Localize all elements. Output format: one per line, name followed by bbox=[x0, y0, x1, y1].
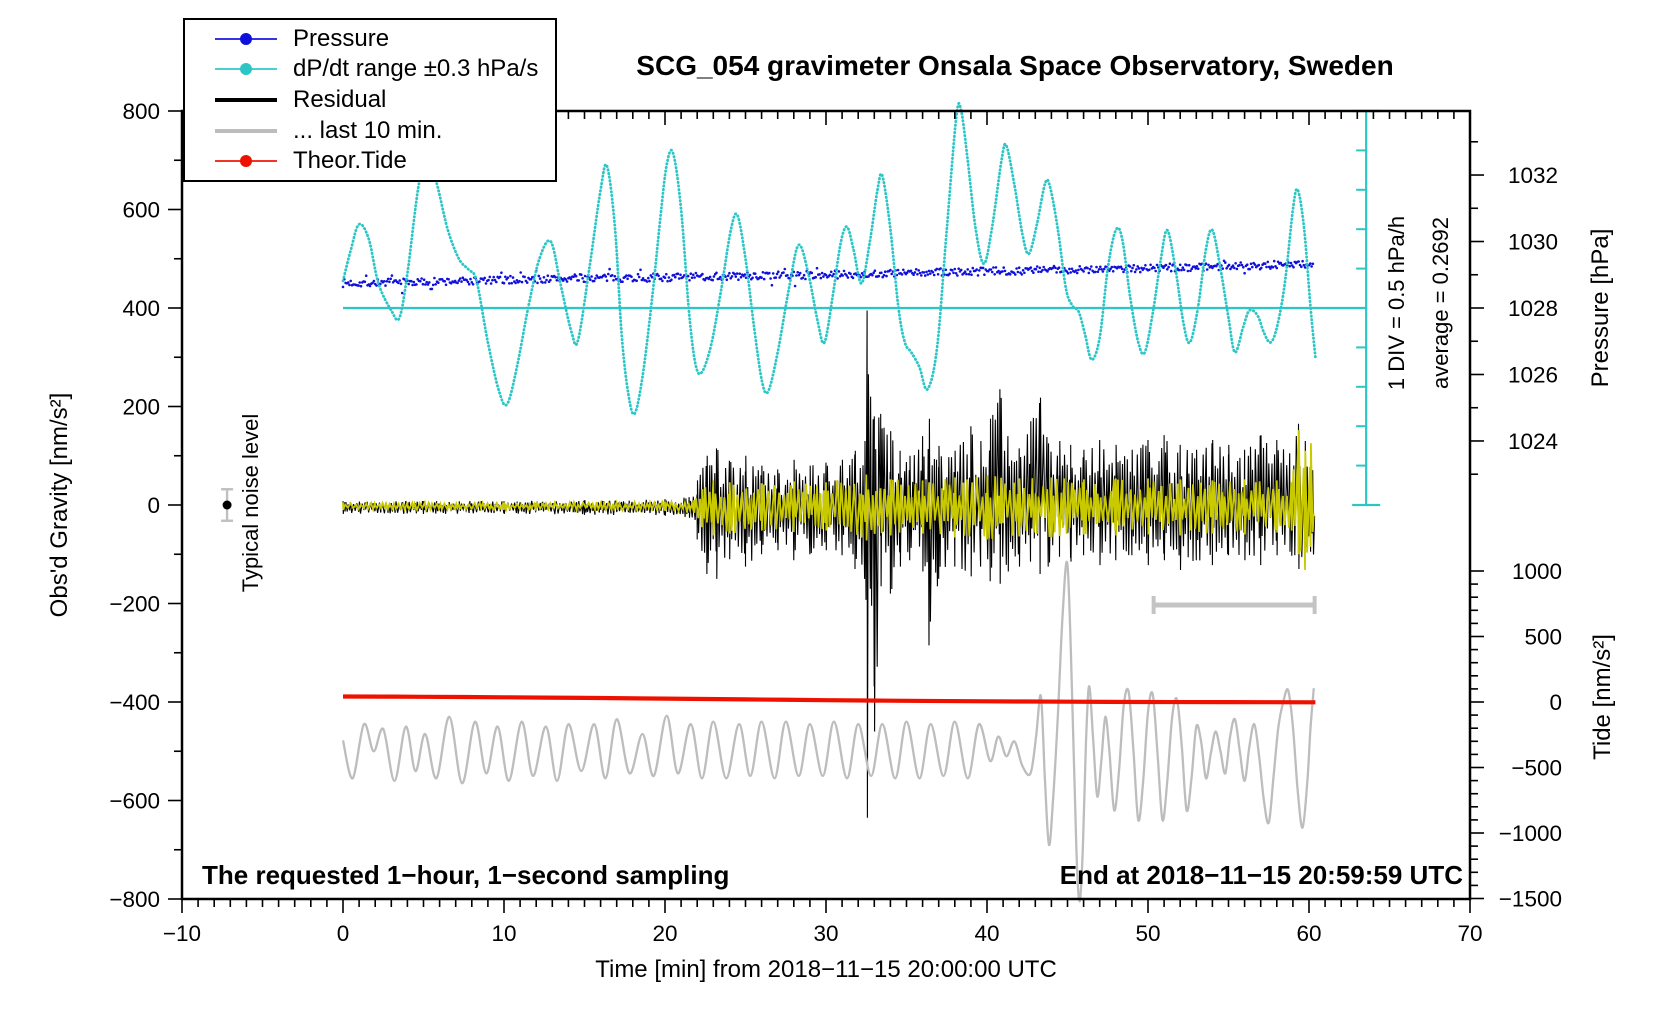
x-tick-label: 20 bbox=[652, 921, 677, 946]
legend-item-theortide: Theor.Tide bbox=[185, 147, 555, 175]
legend-label: Theor.Tide bbox=[293, 147, 407, 175]
series-last10 bbox=[341, 560, 1315, 903]
x-tick-label: −10 bbox=[163, 921, 201, 946]
chart-title: SCG_054 gravimeter Onsala Space Observat… bbox=[636, 50, 1394, 81]
legend-item-residual: Residual bbox=[185, 86, 555, 114]
legend-label: Residual bbox=[293, 85, 387, 113]
tide-tick-label: −500 bbox=[1511, 756, 1562, 781]
gravity-tick-label: 800 bbox=[122, 99, 160, 124]
series-residual-filtered bbox=[342, 430, 1315, 571]
legend-label: dP/dt range ±0.3 hPa/s bbox=[293, 55, 539, 83]
sampling-note: The requested 1−hour, 1−second sampling bbox=[202, 860, 730, 890]
pressure-tick-label: 1024 bbox=[1508, 429, 1558, 454]
gravity-tick-label: −800 bbox=[109, 887, 160, 912]
legend-item-dpdt: dP/dt range ±0.3 hPa/s bbox=[185, 55, 555, 83]
tide-tick-label: −1000 bbox=[1499, 821, 1562, 846]
legend-label: ... last 10 min. bbox=[293, 116, 443, 144]
residual-line-sample bbox=[215, 97, 277, 102]
gravity-tick-label: −400 bbox=[109, 690, 160, 715]
last10-span-bar bbox=[1151, 595, 1317, 614]
end-time-note: End at 2018−11−15 20:59:59 UTC bbox=[1059, 860, 1463, 890]
legend-item-last10: ... last 10 min. bbox=[185, 117, 555, 145]
series-pressure bbox=[341, 259, 1315, 295]
x-axis-label: Time [min] from 2018−11−15 20:00:00 UTC bbox=[595, 956, 1057, 983]
last10-line-sample bbox=[215, 128, 277, 133]
tide-tick-label: 1000 bbox=[1512, 559, 1562, 584]
pressure-tick-label: 1032 bbox=[1508, 163, 1558, 188]
theortide-line-sample bbox=[215, 155, 277, 168]
x-tick-label: 40 bbox=[974, 921, 999, 946]
pressure-line-sample bbox=[215, 32, 277, 45]
x-tick-label: 50 bbox=[1135, 921, 1160, 946]
gravity-tick-label: −200 bbox=[109, 592, 160, 617]
x-tick-label: 0 bbox=[337, 921, 350, 946]
tide-tick-label: 500 bbox=[1524, 624, 1562, 649]
pressure-tick-label: 1030 bbox=[1508, 230, 1558, 255]
x-tick-label: 10 bbox=[491, 921, 516, 946]
dpdt-line-sample bbox=[215, 63, 277, 76]
tide-tick-label: −1500 bbox=[1499, 887, 1562, 912]
pressure-tick-label: 1026 bbox=[1508, 362, 1558, 387]
legend-label: Pressure bbox=[293, 24, 390, 52]
x-tick-label: 30 bbox=[813, 921, 838, 946]
noise-level-marker bbox=[221, 488, 234, 522]
series-layer bbox=[221, 101, 1381, 903]
gravity-tick-label: 200 bbox=[122, 395, 160, 420]
legend-item-pressure: Pressure bbox=[185, 25, 555, 53]
x-tick-label: 70 bbox=[1457, 921, 1482, 946]
gravity-tick-label: −600 bbox=[109, 789, 160, 814]
gravity-tick-label: 0 bbox=[147, 493, 160, 518]
pressure-tick-label: 1028 bbox=[1508, 296, 1558, 321]
series-theortide bbox=[342, 694, 1316, 705]
gravity-tick-label: 600 bbox=[122, 198, 160, 223]
gravity-tick-label: 400 bbox=[122, 296, 160, 321]
axes-layer: −10 0 10 20 30 40 50 60 70 −800 −600 −400 −200 0 200 40… bbox=[109, 99, 1562, 946]
dpdt-scale-ruler bbox=[1352, 109, 1381, 507]
series-dpdt bbox=[341, 101, 1317, 416]
tide-tick-label: 0 bbox=[1549, 690, 1562, 715]
x-tick-label: 60 bbox=[1296, 921, 1321, 946]
legend-box: Pressure dP/dt range ±0.3 hPa/s Residual… bbox=[183, 18, 557, 182]
